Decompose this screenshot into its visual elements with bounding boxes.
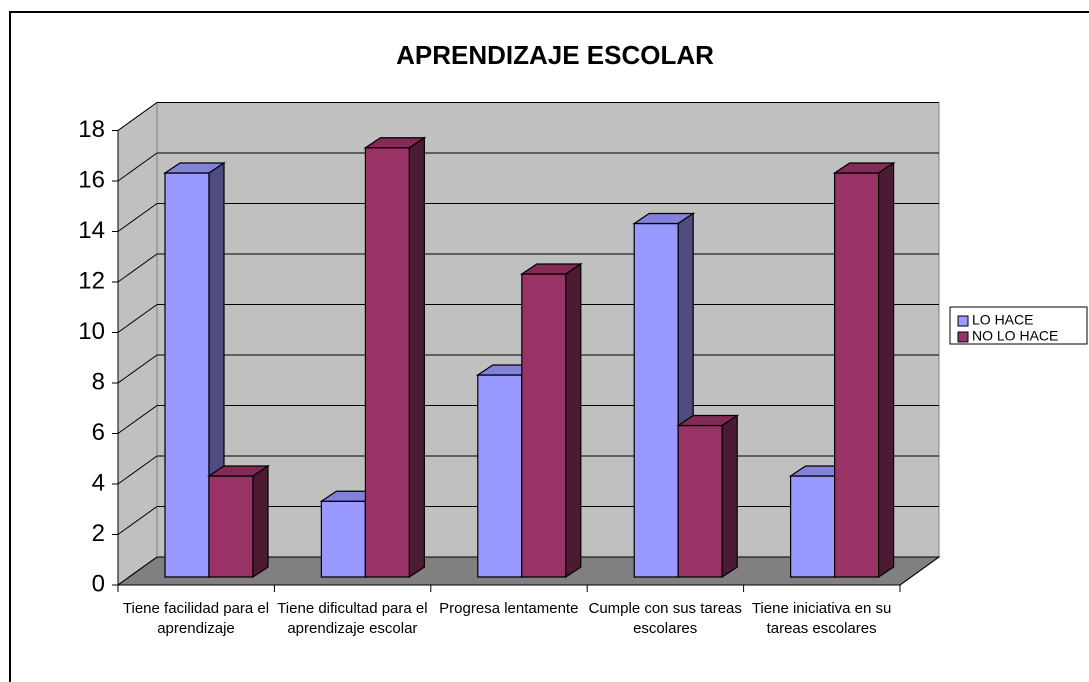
legend-label: LO HACE (972, 312, 1033, 328)
bar (676, 414, 740, 579)
bar (363, 136, 427, 579)
grid-line (117, 354, 158, 384)
grid-line (117, 405, 158, 434)
bar-front (164, 172, 210, 578)
grid-line (117, 253, 158, 283)
x-tick-label: Tiene iniciativa en su tareas escolares (751, 600, 892, 637)
x-tick-label: Cumple con sus tareas escolares (588, 600, 742, 637)
y-tick-label: 6 (92, 419, 105, 446)
legend-swatch (957, 331, 969, 343)
bar-side (721, 414, 738, 579)
bar-front (789, 475, 836, 578)
legend-label: NO LO HACE (972, 328, 1058, 344)
bar-front (477, 374, 523, 578)
y-tick-label: 8 (92, 368, 105, 395)
bar (519, 262, 583, 579)
y-tick-label: 10 (78, 318, 105, 345)
legend-swatch (957, 315, 969, 327)
bar (207, 464, 270, 579)
y-tick-label: 18 (78, 116, 105, 143)
y-tick-label: 16 (78, 166, 105, 193)
grid-line (117, 455, 158, 485)
x-tick-label: Tiene facilidad para el aprendizaje (122, 600, 270, 637)
side-wall (117, 101, 158, 586)
y-tick-label: 2 (92, 520, 105, 547)
bar-side (565, 262, 582, 579)
bar (832, 161, 896, 579)
bar-front (633, 222, 679, 578)
bar-front (833, 172, 880, 578)
bar-side (408, 136, 425, 579)
y-tick-label: 0 (92, 570, 105, 597)
x-tick-label: Tiene dificultad para el aprendizaje esc… (277, 600, 428, 637)
grid-line (117, 304, 158, 333)
chart-title: APRENDIZAJE ESCOLAR (396, 40, 714, 70)
grid-line (117, 506, 158, 535)
y-tick-label: 12 (78, 267, 105, 294)
grid-line (117, 203, 158, 232)
grid-line (117, 556, 158, 586)
y-tick-label: 14 (78, 217, 105, 244)
x-tick-label: Progresa lentamente (439, 600, 579, 617)
x-axis-depth (899, 556, 940, 586)
bar-front (364, 147, 410, 578)
bar-front (208, 475, 254, 578)
bar-front (677, 424, 723, 578)
y-tick-label: 4 (92, 469, 105, 496)
bar-side (252, 464, 269, 579)
bar-front (320, 500, 366, 578)
grid-line (117, 152, 158, 182)
bar-front (521, 273, 567, 578)
grid-line (117, 102, 158, 131)
legend-box (949, 306, 1088, 345)
bar-side (877, 161, 895, 579)
